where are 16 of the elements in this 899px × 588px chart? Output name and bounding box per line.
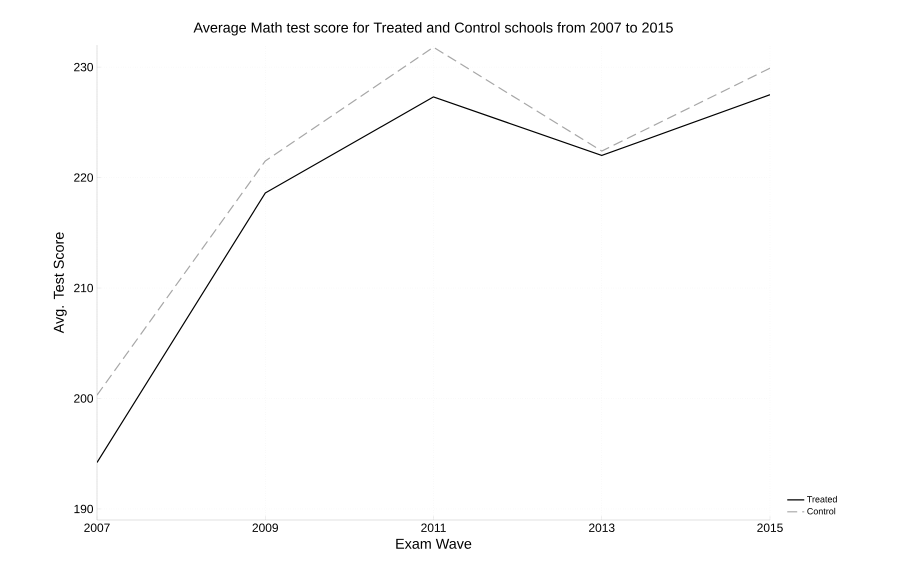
y-tick-label: 230 (74, 62, 94, 72)
y-tick-label: 200 (74, 394, 94, 403)
legend-label: Control (807, 508, 836, 514)
chart-title: Average Math test score for Treated and Control schools from 2007 to 2015 (193, 22, 673, 36)
x-tick-label: 2009 (252, 524, 278, 532)
legend-label: Treated (807, 496, 837, 502)
y-tick-label: 190 (74, 504, 94, 514)
y-tick-label: 220 (74, 173, 94, 182)
x-tick-label: 2013 (589, 524, 615, 532)
x-tick-label: 2007 (84, 524, 110, 532)
x-tick-label: 2015 (757, 524, 783, 532)
x-tick-label: 2011 (421, 524, 446, 532)
line-series (97, 94, 770, 464)
y-tick-label: 210 (74, 284, 94, 292)
y-axis-title: Avg. Test Score (54, 232, 67, 334)
x-axis-title: Exam Wave (396, 538, 472, 549)
